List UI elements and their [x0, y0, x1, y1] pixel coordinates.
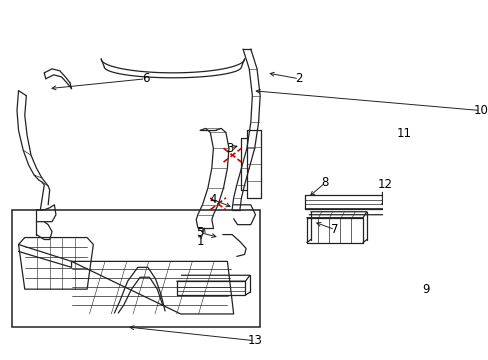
Text: 4: 4	[209, 193, 217, 206]
Text: 12: 12	[377, 179, 391, 192]
Bar	[12, 210, 260, 327]
Text: 5: 5	[196, 226, 203, 239]
Text: 9: 9	[422, 283, 429, 296]
Text: 1: 1	[196, 235, 203, 248]
Text: 3: 3	[225, 142, 233, 155]
Text: 6: 6	[142, 72, 149, 85]
Text: 2: 2	[295, 72, 302, 85]
Text: 7: 7	[330, 223, 338, 236]
Text: 10: 10	[472, 104, 487, 117]
Text: 11: 11	[396, 127, 411, 140]
Text: 8: 8	[321, 176, 328, 189]
Text: 13: 13	[247, 334, 262, 347]
